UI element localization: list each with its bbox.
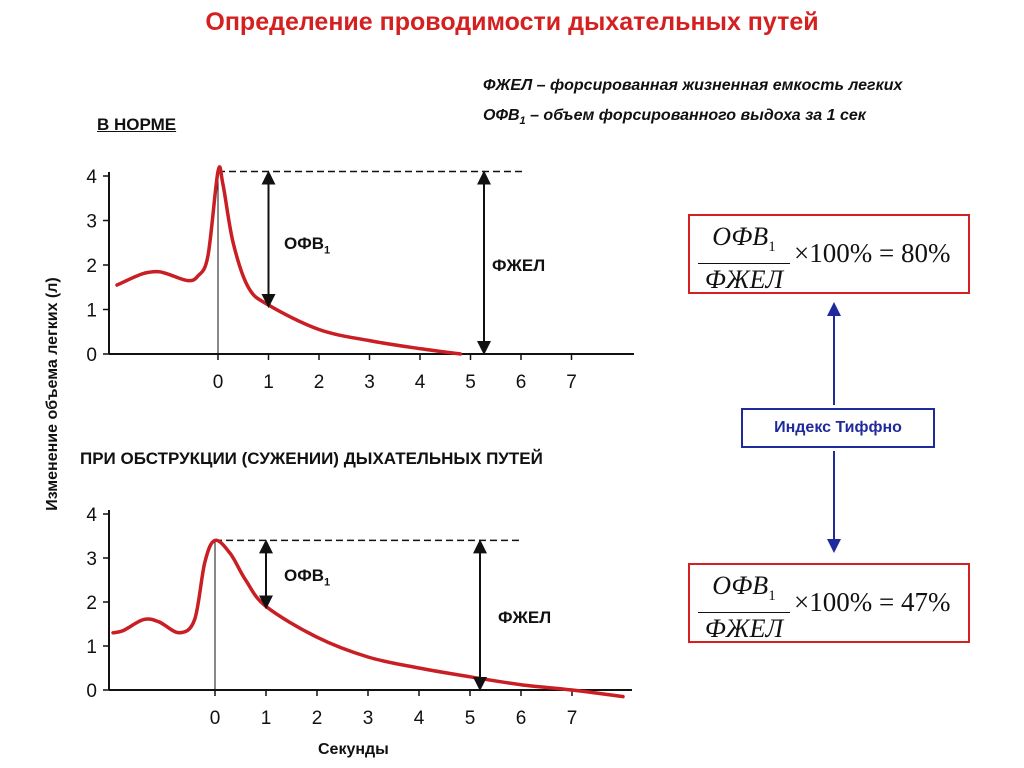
- section-obstruction-label: ПРИ ОБСТРУКЦИИ (СУЖЕНИИ) ДЫХАТЕЛЬНЫХ ПУТ…: [80, 449, 543, 468]
- definition-fev1: ОФВ1 – объем форсированного выдоха за 1 …: [483, 107, 866, 127]
- x-tick-label: 1: [261, 708, 272, 729]
- tiffno-index-box: Индекс Тиффно: [741, 408, 935, 448]
- definition-fev1-rest: – объем форсированного выдоха за 1 сек: [525, 107, 866, 124]
- x-tick-label: 7: [566, 372, 577, 393]
- x-axis-label: Секунды: [318, 741, 389, 758]
- definition-fvc: ФЖЕЛ – форсированная жизненная емкость л…: [483, 77, 903, 94]
- x-tick-label: 0: [213, 372, 224, 393]
- x-tick-label: 0: [210, 708, 221, 729]
- formula-box-normal: ОФВ1 ФЖЕЛ ×100% = 80%: [688, 214, 970, 294]
- formula-times: ×100% =: [794, 587, 901, 617]
- y-tick-label: 3: [86, 212, 97, 233]
- x-tick-label: 7: [567, 708, 578, 729]
- formula-numerator: ОФВ1: [698, 571, 790, 614]
- y-tick-label: 4: [86, 167, 97, 188]
- formula-times: ×100% =: [794, 238, 901, 268]
- y-tick-label: 2: [86, 593, 97, 614]
- y-tick-label: 0: [86, 345, 97, 366]
- y-tick-label: 1: [86, 637, 97, 658]
- definition-fev1-sub: 1: [519, 115, 526, 128]
- fev1-label-obstruction: ОФВ1: [284, 566, 330, 588]
- page-title: Определение проводимости дыхательных пут…: [205, 8, 819, 36]
- definition-fev1-prefix: ОФВ: [483, 107, 520, 124]
- fev1-label-normal-sub: 1: [324, 244, 331, 257]
- chart-normal: 0 1 2 3 4 0 1 2 3 4 5 6 7: [86, 165, 634, 393]
- y-tick-label: 4: [86, 505, 97, 526]
- formula-numerator-text: ОФВ: [712, 571, 769, 600]
- x-tick-label: 2: [314, 372, 325, 393]
- formula-result: ×100% = 80%: [794, 238, 950, 269]
- fvc-label-normal: ФЖЕЛ: [492, 256, 546, 275]
- formula-result: ×100% = 47%: [794, 587, 950, 618]
- formula-denominator: ФЖЕЛ: [704, 614, 784, 644]
- x-tick-label: 2: [312, 708, 323, 729]
- fev1-label-obstruction-prefix: ОФВ: [284, 566, 325, 585]
- formula-numerator-sub: 1: [768, 588, 776, 605]
- fev1-label-obstruction-sub: 1: [324, 576, 331, 589]
- volume-curve: [115, 165, 463, 356]
- y-tick-label: 2: [86, 256, 97, 277]
- x-tick-label: 6: [516, 372, 527, 393]
- fvc-label-obstruction: ФЖЕЛ: [498, 608, 552, 627]
- y-tick-label: 1: [86, 301, 97, 322]
- formula-numerator-sub: 1: [768, 239, 776, 256]
- y-tick-label: 0: [86, 681, 97, 702]
- formula-denominator: ФЖЕЛ: [704, 265, 784, 295]
- x-tick-label: 1: [263, 372, 274, 393]
- formula-numerator-text: ОФВ: [712, 222, 769, 251]
- x-tick-label: 6: [516, 708, 527, 729]
- fev1-label-normal: ОФВ1: [284, 234, 330, 256]
- y-tick-label: 3: [86, 549, 97, 570]
- section-normal-label: В НОРМЕ: [97, 115, 177, 134]
- formula-box-obstruction: ОФВ1 ФЖЕЛ ×100% = 47%: [688, 563, 970, 643]
- formula-value-normal: 80%: [900, 238, 951, 268]
- chart-obstruction: 0 1 2 3 4 0 1 2 3 4 5 6 7: [86, 505, 632, 729]
- formula-fraction: ОФВ1 ФЖЕЛ: [698, 571, 790, 645]
- x-tick-label: 3: [364, 372, 375, 393]
- x-tick-label: 4: [414, 708, 425, 729]
- formula-value-obstruction: 47%: [900, 587, 951, 617]
- x-tick-label: 5: [465, 372, 476, 393]
- x-tick-label: 3: [363, 708, 374, 729]
- x-tick-label: 5: [465, 708, 476, 729]
- formula-fraction: ОФВ1 ФЖЕЛ: [698, 222, 790, 296]
- x-tick-label: 4: [415, 372, 426, 393]
- fev1-label-normal-prefix: ОФВ: [284, 234, 325, 253]
- formula-numerator: ОФВ1: [698, 222, 790, 265]
